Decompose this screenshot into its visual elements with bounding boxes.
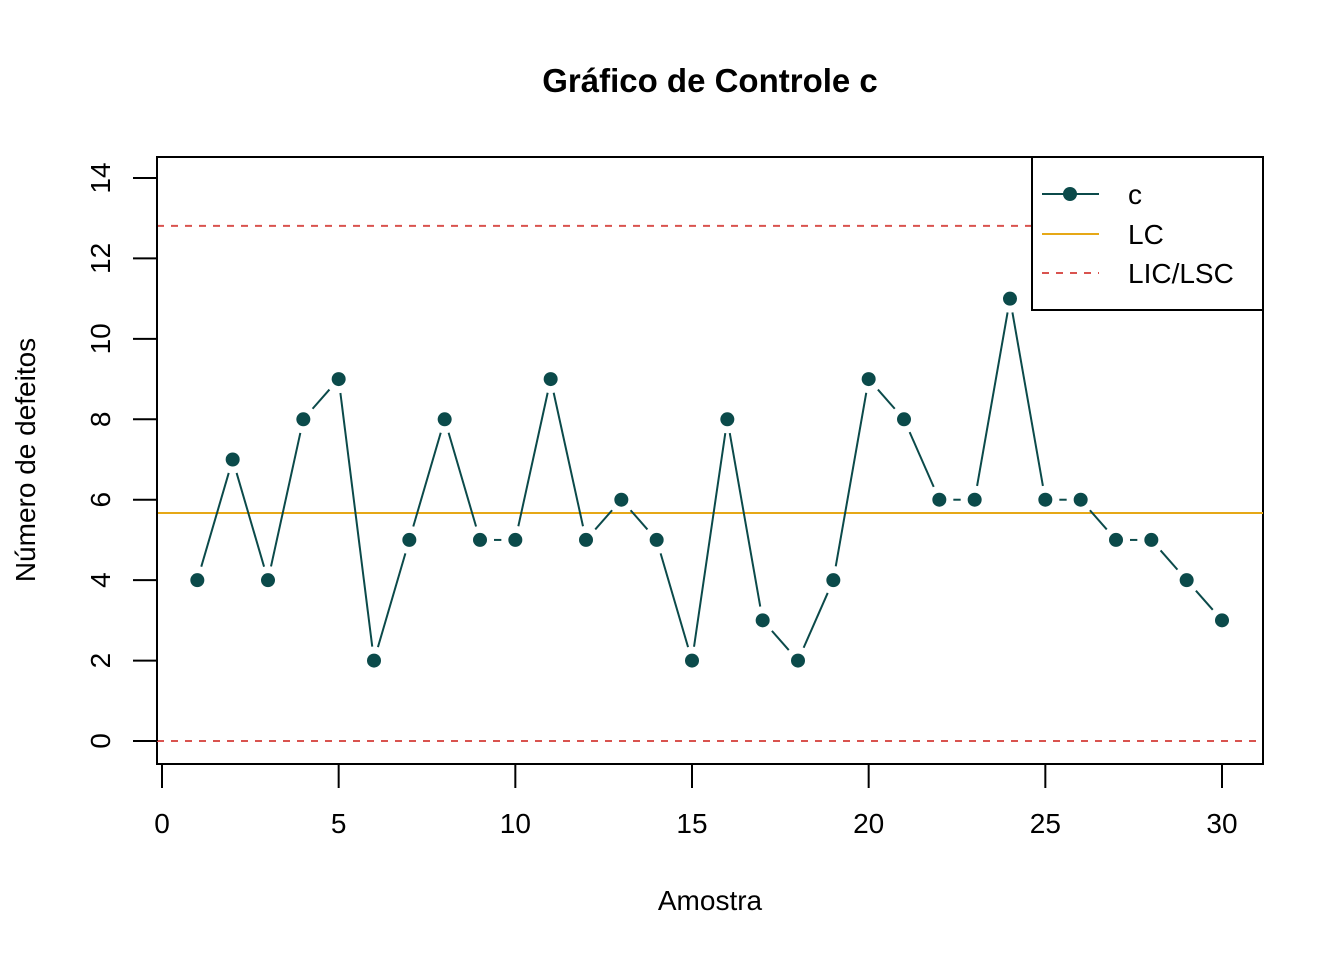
y-tick-label: 10 [85, 323, 116, 354]
series-segment [447, 432, 478, 527]
data-point [508, 532, 523, 547]
data-point [225, 452, 240, 467]
data-point [1073, 492, 1088, 507]
y-tick-label: 4 [85, 572, 116, 588]
series-segment [311, 388, 331, 410]
data-point [649, 532, 664, 547]
data-point [1215, 613, 1229, 628]
x-axis: 0 5 10 15 20 25 30 [154, 763, 1238, 839]
y-tick-label: 6 [85, 492, 116, 508]
y-tick-label: 2 [85, 653, 116, 669]
x-tick-label: 0 [154, 808, 170, 839]
series-segment [270, 432, 302, 567]
data-point [791, 653, 805, 668]
legend-label: LIC/LSC [1128, 258, 1234, 289]
x-axis-label: Amostra [658, 885, 763, 916]
legend-marker [1063, 187, 1077, 201]
data-point [367, 653, 381, 668]
data-point [1109, 532, 1123, 547]
data-point [473, 532, 487, 547]
data-point [1179, 573, 1194, 588]
data-point [402, 532, 417, 547]
data-point [755, 613, 770, 628]
series-segment [594, 509, 613, 531]
series-segment [728, 432, 762, 607]
data-point [861, 372, 876, 387]
series-segment [376, 553, 407, 648]
series-segment [802, 592, 829, 649]
data-point [190, 573, 205, 588]
data-point [1038, 492, 1053, 507]
series-segment [1011, 312, 1044, 487]
series-segment [877, 388, 896, 410]
series-segment [771, 630, 790, 651]
data-point [1144, 532, 1159, 547]
x-tick-label: 10 [500, 808, 531, 839]
series-segment [235, 472, 266, 567]
series-segment [629, 509, 649, 531]
data-point [614, 492, 629, 507]
legend-label: LC [1128, 219, 1164, 250]
series-segment [1159, 549, 1179, 571]
data-point [720, 412, 735, 427]
series-segment [659, 553, 690, 648]
chart-title: Gráfico de Controle c [542, 62, 878, 99]
y-axis-label: Número de defeitos [10, 338, 41, 582]
data-point [331, 372, 346, 387]
x-tick-label: 15 [676, 808, 707, 839]
series-segment [200, 472, 230, 567]
series-segment [834, 392, 868, 567]
x-tick-label: 25 [1030, 808, 1061, 839]
data-point [261, 573, 275, 588]
series-segment [517, 392, 549, 527]
y-axis: 0 2 4 6 8 10 12 14 [85, 162, 158, 749]
data-point [897, 412, 911, 427]
legend-label: c [1128, 179, 1142, 210]
data-point [296, 412, 311, 427]
series-segment [339, 392, 374, 647]
series-segment [1195, 589, 1214, 611]
data-point [967, 492, 982, 507]
x-tick-label: 30 [1206, 808, 1237, 839]
x-tick-label: 20 [853, 808, 884, 839]
series-segment [693, 432, 727, 647]
data-point [826, 573, 841, 588]
data-point [932, 492, 947, 507]
series-segment [552, 392, 584, 527]
y-tick-label: 12 [85, 243, 116, 274]
data-point [579, 532, 593, 547]
series-layer [190, 291, 1229, 668]
series-segment [976, 312, 1009, 487]
series-segment [412, 432, 442, 527]
x-tick-label: 5 [331, 808, 347, 839]
data-point [685, 653, 699, 668]
y-tick-label: 0 [85, 733, 116, 749]
data-point [1003, 291, 1017, 306]
y-tick-label: 14 [85, 162, 116, 193]
series-segment [908, 431, 935, 488]
data-point [543, 372, 558, 387]
data-point [437, 412, 452, 427]
series-segment [1089, 509, 1108, 531]
y-tick-label: 8 [85, 411, 116, 427]
reference-lines [157, 224, 1263, 742]
legend: c LC LIC/LSC [1031, 156, 1264, 311]
